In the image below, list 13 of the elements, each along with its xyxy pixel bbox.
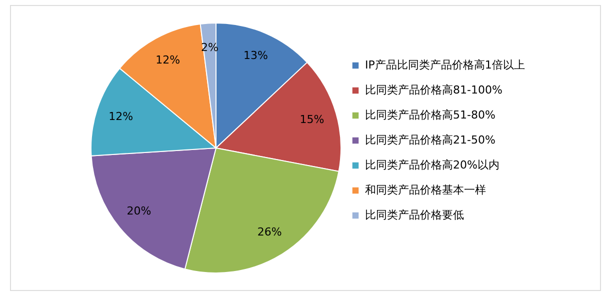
data-label: 20% xyxy=(126,204,152,218)
data-label: 12% xyxy=(156,53,180,66)
legend-label: 比同类产品价格要低 xyxy=(365,208,464,222)
data-label: 26% xyxy=(257,225,282,238)
legend-label: 比同类产品价格高81-100% xyxy=(365,84,502,96)
legend-label: 比同类产品价格高51-80% xyxy=(365,108,496,122)
legend-label: 比同类产品价格高21-50% xyxy=(365,134,496,146)
legend-label: 和同类产品价格基本一样 xyxy=(365,184,486,196)
legend-label: IP产品比同类产品价格高1倍以上 xyxy=(365,58,525,72)
data-label: 15% xyxy=(300,113,324,126)
legend-label: 比同类产品价格高20%以内 xyxy=(365,158,500,172)
data-label: 12% xyxy=(108,110,134,124)
data-label: 13% xyxy=(243,49,268,62)
